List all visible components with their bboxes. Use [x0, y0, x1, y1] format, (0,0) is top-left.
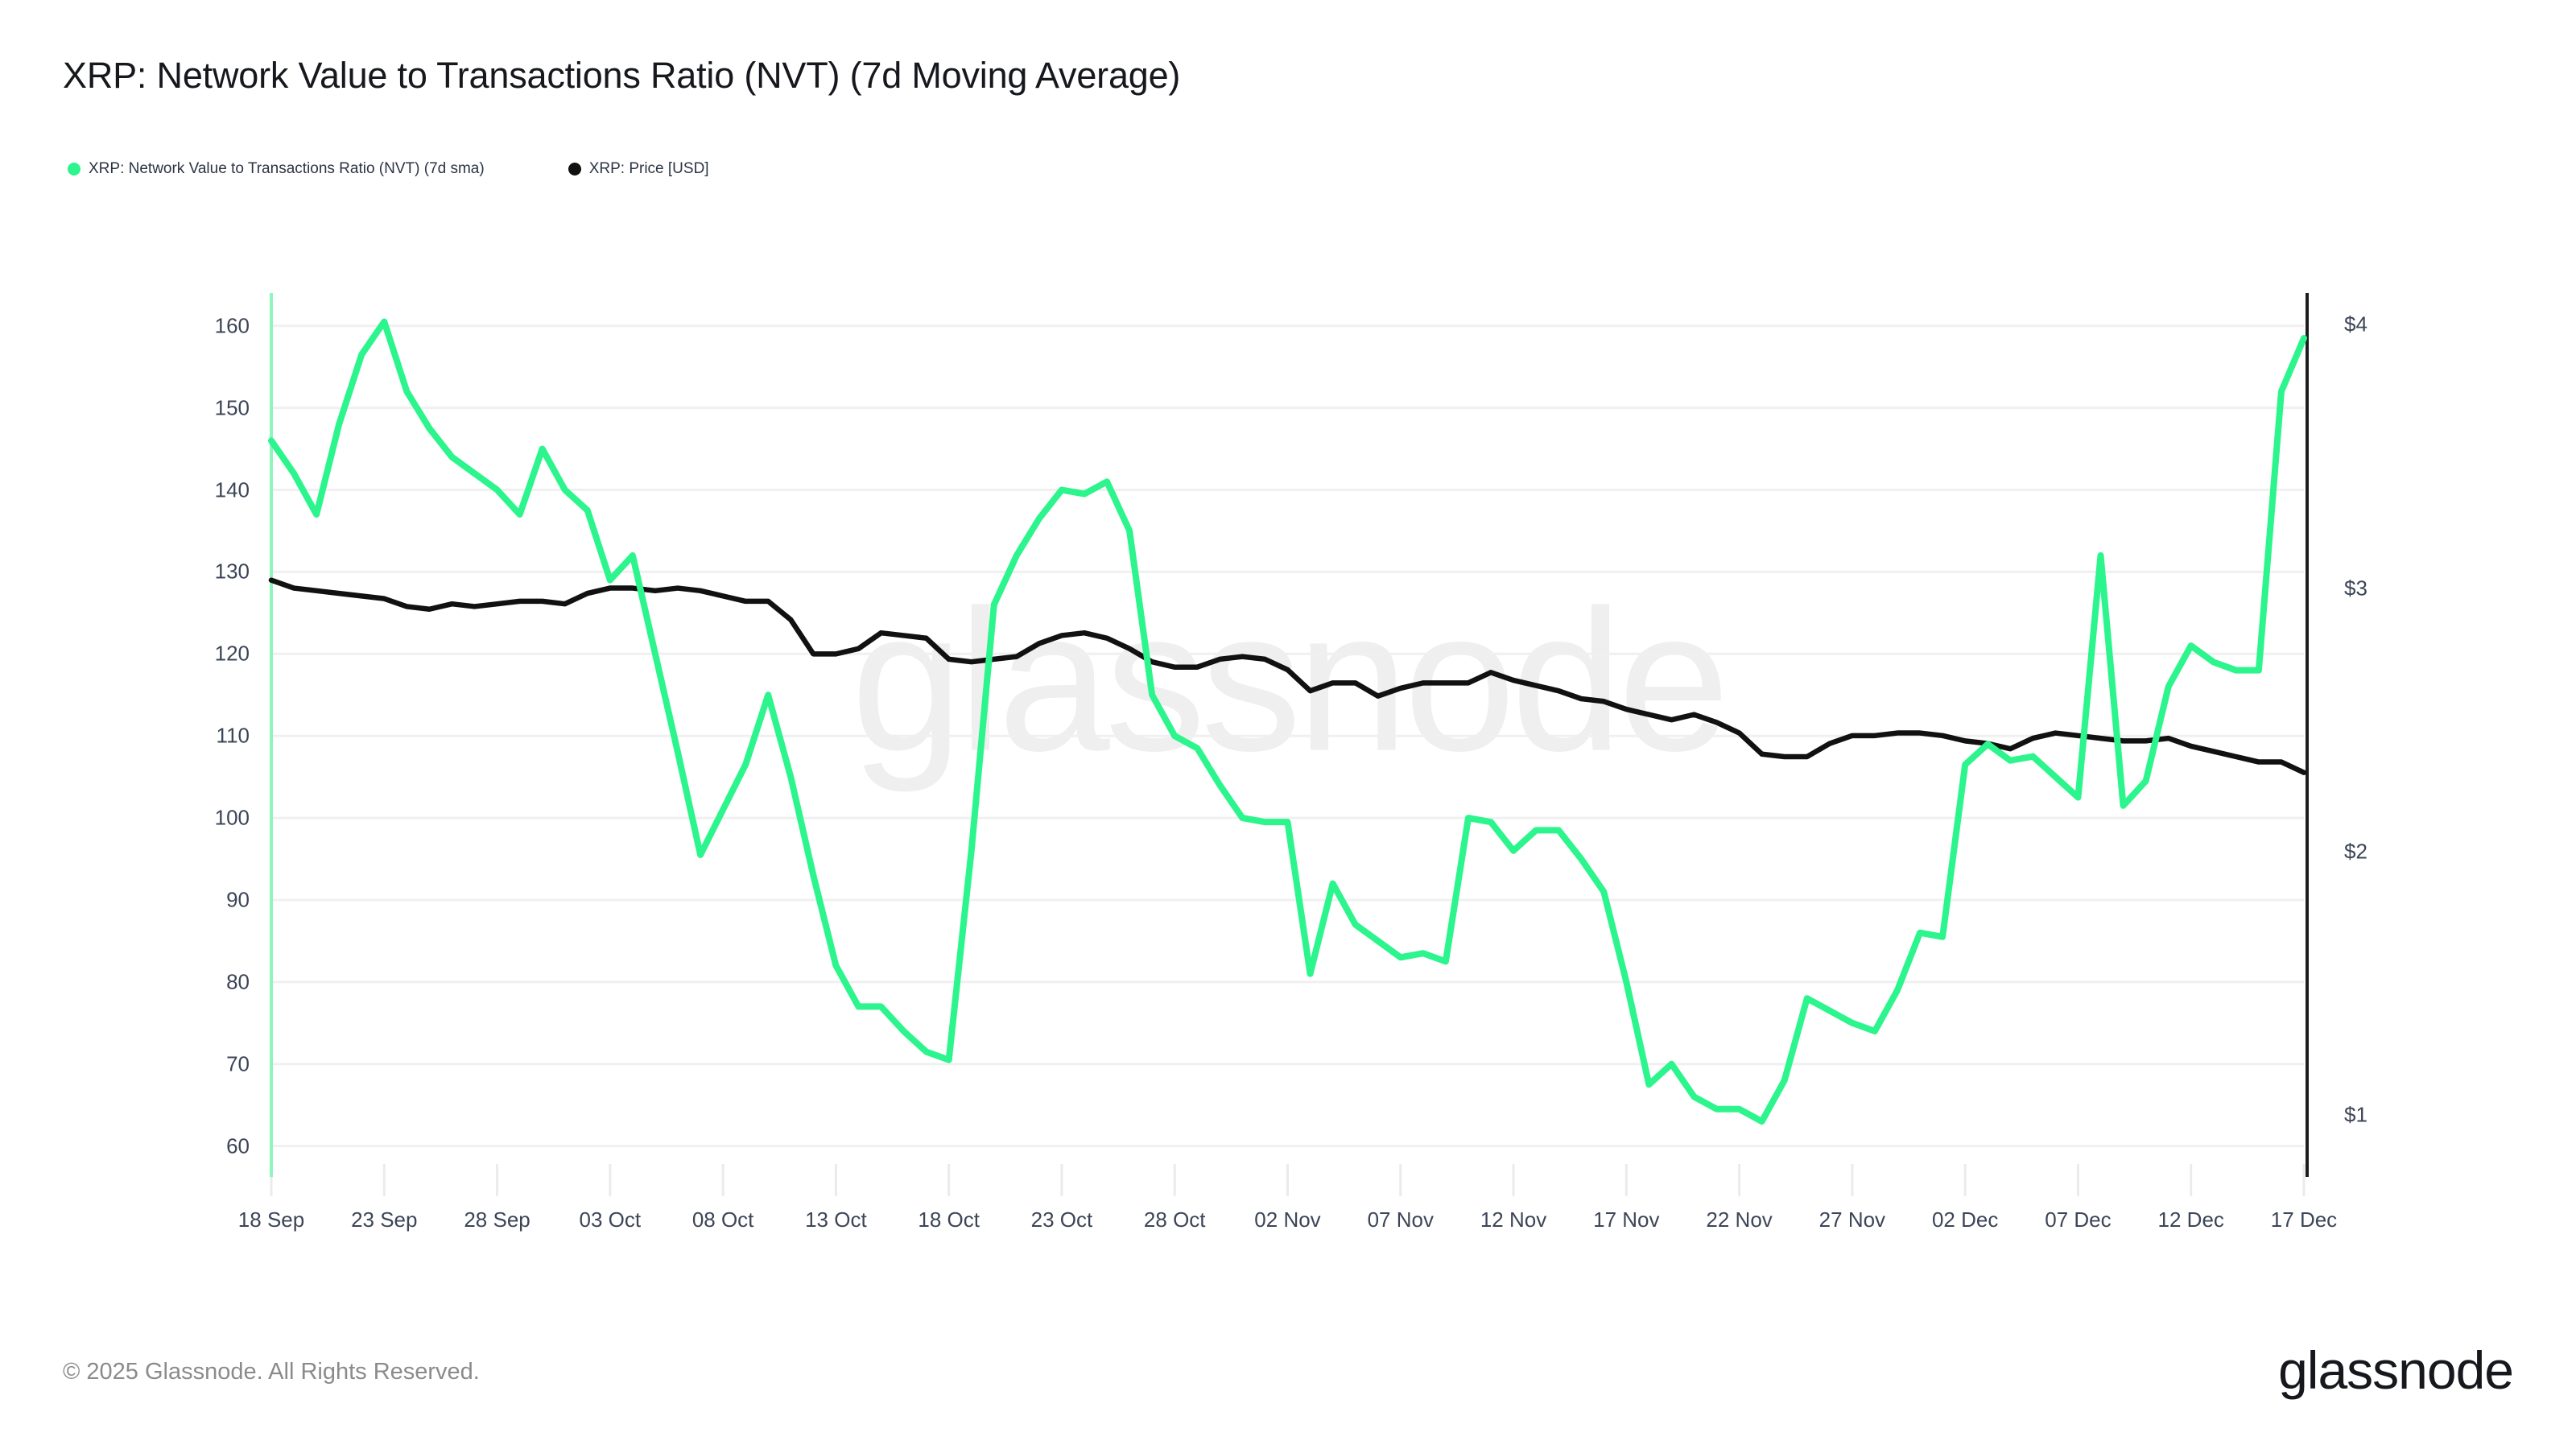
- left-axis-tick-label: 150: [214, 395, 250, 420]
- left-axis-tick-label: 100: [214, 805, 250, 830]
- x-axis-tick-label: 22 Nov: [1706, 1208, 1773, 1232]
- x-axis-tick-label: 17 Nov: [1593, 1208, 1660, 1232]
- legend-label-nvt: XRP: Network Value to Transactions Ratio…: [89, 160, 485, 177]
- copyright-text: © 2025 Glassnode. All Rights Reserved.: [63, 1359, 480, 1385]
- left-axis-tick-label: 60: [226, 1133, 250, 1158]
- right-axis-tick-label: $4: [2344, 312, 2368, 336]
- x-axis-tick-label: 12 Nov: [1480, 1208, 1547, 1232]
- legend-item-price[interactable]: XRP: Price [USD]: [568, 160, 709, 178]
- x-axis-tick-label: 13 Oct: [805, 1208, 867, 1232]
- x-axis-tick-label: 28 Oct: [1143, 1208, 1206, 1232]
- left-axis-tick-label: 120: [214, 641, 250, 666]
- x-axis-tick-label: 02 Dec: [1931, 1208, 1999, 1232]
- legend-item-nvt[interactable]: XRP: Network Value to Transactions Ratio…: [68, 160, 485, 178]
- glassnode-logo: glassnode: [2278, 1340, 2514, 1400]
- x-tick-marks: [270, 1164, 2306, 1196]
- x-axis-tick-label: 18 Sep: [237, 1208, 305, 1232]
- left-axis-tick-label: 160: [214, 313, 250, 338]
- x-axis-tick-label: 27 Nov: [1818, 1208, 1886, 1232]
- legend-color-dot-price: [568, 163, 581, 175]
- glassnode-watermark: glassnode: [851, 568, 1730, 793]
- chart-legend: XRP: Network Value to Transactions Ratio…: [68, 159, 709, 179]
- left-axis-tick-label: 90: [226, 887, 250, 912]
- x-axis-tick-label: 28 Sep: [464, 1208, 530, 1232]
- x-axis-tick-label: 07 Nov: [1367, 1208, 1434, 1232]
- page-title: XRP: Network Value to Transactions Ratio…: [63, 55, 1181, 96]
- x-axis-tick-label: 08 Oct: [691, 1208, 754, 1232]
- x-axis-tick-label: 18 Oct: [918, 1208, 980, 1232]
- left-axis-tick-label: 110: [216, 723, 250, 748]
- left-axis-tick-label: 70: [226, 1051, 250, 1076]
- x-axis-tick-label: 07 Dec: [2045, 1208, 2112, 1232]
- footer-divider: [0, 1294, 2576, 1295]
- right-axis-tick-label: $2: [2344, 839, 2368, 864]
- legend-label-price: XRP: Price [USD]: [588, 160, 709, 177]
- x-axis-tick-label: 17 Dec: [2270, 1208, 2338, 1232]
- right-axis-tick-label: $1: [2344, 1102, 2368, 1127]
- left-axis-tick-label: 80: [226, 969, 250, 994]
- x-axis-tick-label: 03 Oct: [579, 1208, 642, 1232]
- left-axis-tick-label: 140: [214, 477, 250, 502]
- legend-color-dot-nvt: [68, 163, 80, 175]
- right-axis-tick-label: $3: [2344, 576, 2368, 601]
- x-axis-tick-label: 23 Sep: [351, 1208, 418, 1232]
- x-axis-tick-label: 12 Dec: [2157, 1208, 2224, 1232]
- x-axis-tick-label: 23 Oct: [1030, 1208, 1093, 1232]
- x-axis-tick-label: 02 Nov: [1254, 1208, 1321, 1232]
- left-axis-tick-label: 130: [214, 559, 250, 584]
